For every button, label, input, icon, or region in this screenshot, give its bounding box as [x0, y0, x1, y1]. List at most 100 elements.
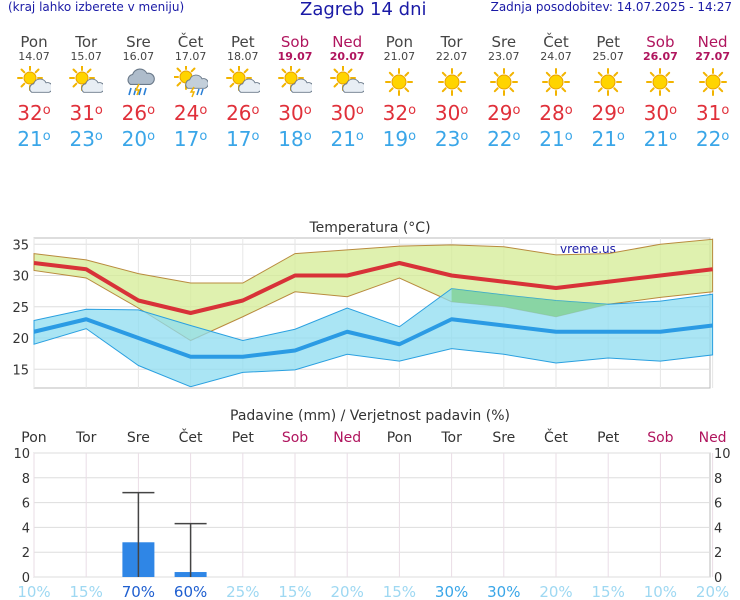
degree-mark: o [199, 103, 208, 118]
max-temperature: 26o [226, 101, 260, 125]
sun-cloud-icon [321, 66, 373, 98]
max-temperature: 29o [487, 101, 521, 125]
min-temperature: 21o [539, 127, 573, 151]
y-tick-label: 35 [12, 238, 29, 253]
day-column: Sob 26.07 30o 21o [634, 34, 686, 152]
sun-cloud-icon [217, 66, 269, 98]
precip-probability: 25% [226, 583, 259, 600]
max-temperature: 29o [591, 101, 625, 125]
day-name: Pon [20, 33, 48, 51]
x-tick-label: Pet [597, 430, 620, 446]
precip-probability: 10% [644, 583, 677, 600]
sun-icon [426, 66, 478, 98]
x-tick-label: Ned [699, 430, 727, 446]
sun-cloud-icon [8, 66, 60, 98]
day-date: 25.07 [592, 50, 624, 63]
degree-mark: o [199, 129, 208, 144]
x-tick-label: Pon [21, 430, 46, 446]
x-tick-label: Čet [179, 428, 203, 446]
min-temperature: 22o [695, 127, 730, 151]
day-date: 19.07 [277, 50, 313, 63]
degree-mark: o [512, 103, 521, 118]
region-select-link[interactable]: (kraj lahko izberete v meniju) [8, 0, 185, 14]
day-column: Pet 18.07 26o 17o [217, 34, 269, 152]
degree-mark: o [355, 103, 364, 118]
degree-mark: o [408, 103, 417, 118]
max-temperature: 30o [643, 101, 678, 125]
y-tick-label: 6 [22, 497, 30, 512]
day-column: Ned 27.07 31o 22o [687, 34, 739, 152]
chart-title: Padavine (mm) / Verjetnost padavin (%) [230, 408, 510, 424]
y-tick-label: 0 [22, 571, 30, 586]
min-temperature: 17o [173, 127, 208, 151]
sun-icon [687, 66, 739, 98]
max-temperature: 32o [17, 101, 51, 125]
min-temperature: 21o [643, 127, 678, 151]
y-tick-label-right: 4 [714, 521, 722, 536]
day-name: Tor [440, 33, 463, 51]
degree-mark: o [460, 103, 469, 118]
x-tick-label: Tor [75, 430, 97, 446]
x-tick-label: Pet [232, 430, 255, 446]
day-name: Čet [177, 33, 204, 51]
max-temperature: 32o [382, 101, 417, 125]
watermark: vreme.us [560, 242, 616, 256]
day-column: Čet 17.07 24o 17o [165, 34, 217, 152]
degree-mark: o [42, 129, 51, 144]
day-column: Čet 24.07 28o 21o [530, 34, 582, 152]
chart-title: Temperatura (°C) [308, 220, 430, 236]
day-date: 27.07 [695, 50, 730, 63]
page-title: Zagreb 14 dni [300, 0, 427, 20]
precip-probability: 30% [487, 583, 520, 600]
day-date: 14.07 [18, 50, 50, 63]
temperature-chart: 15 20 25 30 35 Temperatura (°C) vreme.us [12, 220, 714, 389]
degree-mark: o [303, 103, 312, 118]
degree-mark: o [564, 129, 573, 144]
x-tick-label: Sre [492, 430, 515, 446]
degree-mark: o [669, 103, 678, 118]
max-temperature-band [33, 238, 714, 342]
x-tick-label: Sob [647, 430, 673, 446]
day-date: 15.07 [70, 50, 102, 63]
degree-mark: o [303, 129, 312, 144]
y-tick-label: 20 [12, 332, 29, 347]
y-tick-label-right: 0 [714, 571, 722, 586]
min-temperature: 17o [226, 127, 260, 151]
min-temperature: 21o [17, 127, 51, 151]
min-temperature: 21o [330, 127, 364, 151]
day-date: 20.07 [329, 50, 365, 63]
degree-mark: o [147, 103, 156, 118]
y-tick-label: 25 [12, 301, 29, 316]
day-date: 16.07 [122, 50, 155, 63]
day-name: Pet [230, 33, 255, 51]
y-tick-label: 15 [12, 363, 29, 378]
max-temperature: 24o [173, 101, 208, 125]
x-tick-label: Ned [333, 430, 361, 446]
sun-storm-icon [165, 66, 217, 98]
min-temperature: 18o [278, 127, 312, 151]
last-update-label: Zadnja posodobitev: 14.07.2025 - 14:27 [490, 0, 732, 14]
min-temperature-line [33, 317, 713, 359]
degree-mark: o [616, 103, 625, 118]
sun-icon [478, 66, 530, 98]
day-name: Pet [596, 33, 620, 51]
day-column: Sob 19.07 30o 18o [269, 34, 321, 152]
day-date: 21.07 [383, 50, 416, 63]
precip-probability: 60% [174, 583, 207, 600]
max-temperature: 28o [539, 101, 573, 125]
day-date: 26.07 [642, 50, 678, 63]
degree-mark: o [512, 129, 521, 144]
day-date: 24.07 [540, 50, 572, 63]
day-column: Ned 20.07 30o 21o [321, 34, 373, 152]
y-tick-label: 2 [22, 546, 30, 561]
degree-mark: o [147, 129, 156, 144]
degree-mark: o [721, 103, 730, 118]
day-name: Čet [543, 33, 569, 51]
day-column: Tor 22.07 30o 23o [426, 34, 478, 152]
degree-mark: o [42, 103, 51, 118]
min-temperature: 20o [121, 127, 156, 151]
day-date: 23.07 [488, 50, 520, 63]
max-temperature-line [33, 261, 713, 315]
day-column: Pet 25.07 29o 21o [582, 34, 634, 152]
day-name: Tor [75, 33, 98, 51]
